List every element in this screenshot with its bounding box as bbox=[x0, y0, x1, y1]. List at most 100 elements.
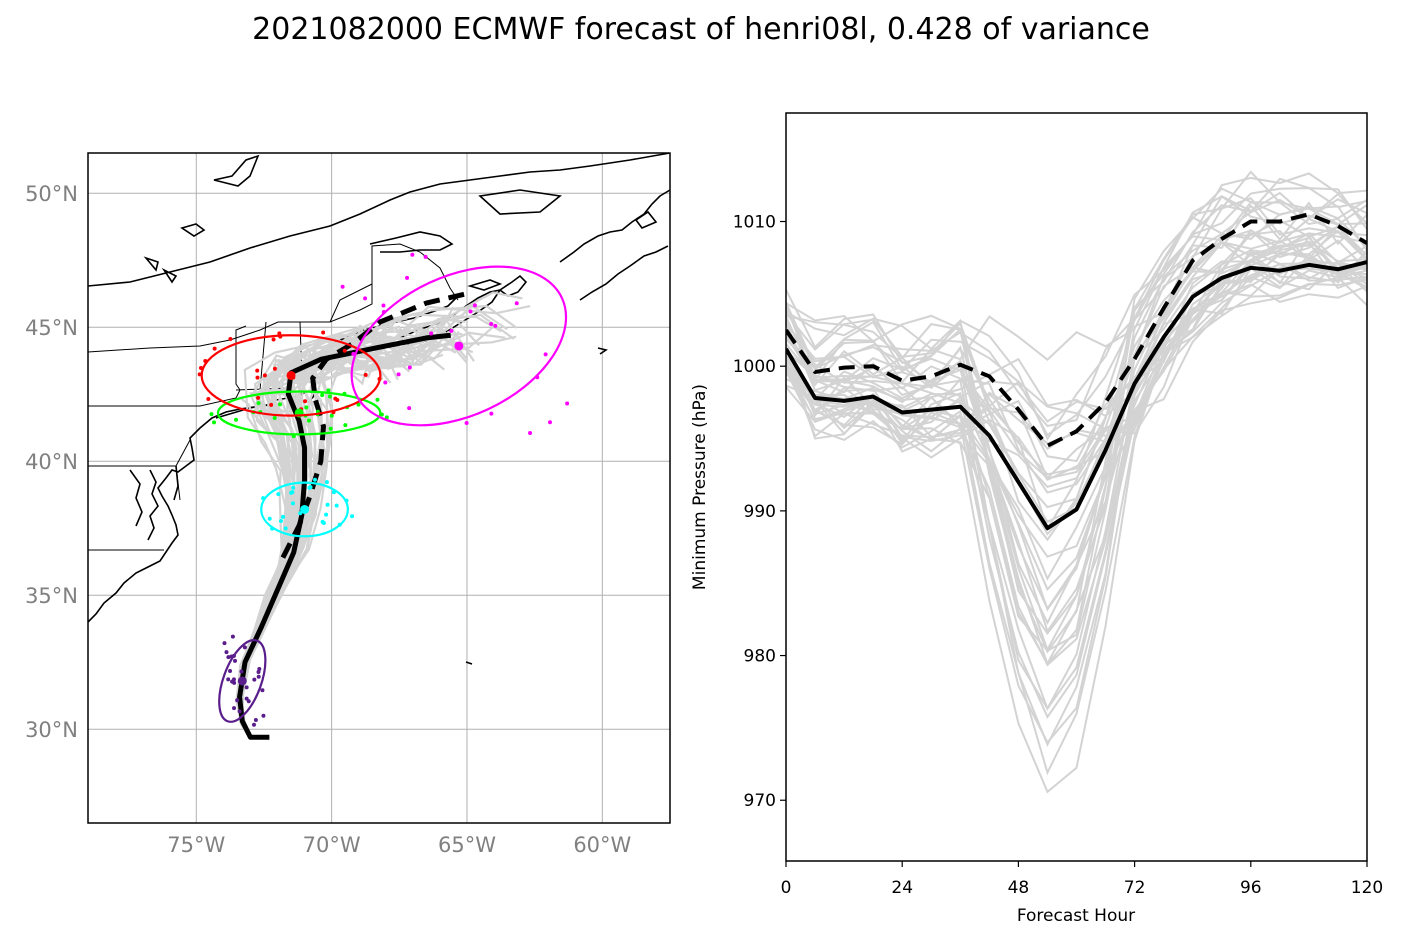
pressure-ensemble-line bbox=[786, 250, 1367, 463]
pressure-ensemble-lines bbox=[786, 170, 1367, 794]
x-tick-label: 96 bbox=[1240, 878, 1262, 898]
map-ensemble-point bbox=[449, 328, 454, 333]
map-ensemble-point bbox=[326, 388, 331, 393]
map-ensemble-point bbox=[230, 634, 235, 639]
map-ensemble-point bbox=[321, 330, 326, 335]
map-ensemble-point bbox=[267, 516, 272, 521]
map-ensemble-point bbox=[224, 650, 229, 655]
map-ensemble-point bbox=[320, 393, 325, 398]
map-ensemble-point bbox=[269, 402, 274, 407]
figure-title: 2021082000 ECMWF forecast of henri08l, 0… bbox=[252, 12, 1150, 47]
map-ensemble-point bbox=[407, 365, 412, 370]
pressure-ensemble-line bbox=[786, 229, 1367, 653]
map-ensemble-point bbox=[493, 323, 498, 328]
map-tick-labels: 75°W 70°W 65°W 60°W 30°N 35°N 40°N 45°N 50°N bbox=[25, 182, 631, 857]
map-ensemble-point bbox=[489, 322, 494, 327]
map-panel: 75°W 70°W 65°W 60°W 30°N 35°N 40°N 45°N 50°N bbox=[25, 152, 671, 857]
map-ensemble-point bbox=[276, 492, 281, 497]
map-ensemble-point bbox=[405, 275, 410, 280]
pressure-ensemble-line bbox=[786, 201, 1367, 384]
map-ensemble-point bbox=[290, 490, 295, 495]
pressure-ensemble-line bbox=[786, 228, 1367, 653]
map-lat-tick-label: 35°N bbox=[25, 584, 78, 608]
map-ensemble-point bbox=[235, 698, 240, 703]
map-ensemble-point bbox=[383, 380, 388, 385]
map-ensemble-point bbox=[228, 337, 233, 342]
coastline-chesapeake bbox=[129, 465, 179, 541]
map-ensemble-point bbox=[290, 501, 295, 506]
map-ensemble-point bbox=[303, 399, 308, 404]
map-ensemble-point bbox=[312, 477, 317, 482]
pressure-ensemble-line bbox=[786, 253, 1367, 711]
map-ellipse-center bbox=[237, 676, 247, 686]
map-ensemble-point bbox=[209, 412, 214, 417]
map-uncertainty-ellipses bbox=[200, 265, 568, 723]
pressure-ensemble-line bbox=[786, 283, 1367, 489]
map-ensemble-point bbox=[222, 641, 227, 646]
map-ensemble-point bbox=[271, 337, 276, 342]
map-ensemble-point bbox=[514, 301, 519, 306]
pressure-series-dashed bbox=[786, 212, 1367, 448]
map-ensemble-point bbox=[324, 512, 329, 517]
map-ensemble-tracks bbox=[235, 291, 531, 740]
map-ensemble-point bbox=[324, 480, 329, 485]
map-ensemble-point bbox=[396, 372, 401, 377]
map-lon-tick-label: 65°W bbox=[438, 833, 496, 857]
map-ensemble-point bbox=[335, 397, 340, 402]
map-ensemble-point bbox=[234, 417, 239, 422]
y-tick-label: 980 bbox=[744, 647, 776, 667]
pressure-series-solid bbox=[786, 260, 1367, 531]
map-lat-tick-label: 30°N bbox=[25, 718, 78, 742]
map-frame bbox=[87, 152, 671, 824]
map-ensemble-point bbox=[233, 658, 238, 663]
coastline-gaspe bbox=[369, 231, 454, 253]
coastline-newfoundland bbox=[559, 189, 670, 301]
coastline-us-east bbox=[88, 297, 457, 623]
coastline-st-lawrence bbox=[88, 153, 670, 287]
pressure-ensemble-line bbox=[786, 230, 1367, 634]
y-tick-label: 1000 bbox=[733, 357, 776, 377]
map-lat-tick-label: 45°N bbox=[25, 316, 78, 340]
map-ensemble-point bbox=[334, 503, 339, 508]
map-ensemble-point bbox=[251, 722, 256, 727]
map-mean-tracks bbox=[237, 289, 473, 740]
map-ensemble-point bbox=[489, 411, 494, 416]
map-ensemble-point bbox=[252, 677, 257, 682]
map-ellipse-h48 bbox=[218, 639, 267, 723]
map-ensemble-point bbox=[410, 252, 415, 257]
map-ensemble-point bbox=[306, 418, 311, 423]
x-tick-label: 48 bbox=[1008, 878, 1030, 898]
map-ensemble-point bbox=[272, 366, 277, 371]
map-ensemble-point bbox=[212, 346, 217, 351]
map-ensemble-point bbox=[226, 677, 231, 682]
map-ensemble-point bbox=[384, 415, 389, 420]
map-mean-track-dashed bbox=[280, 289, 473, 559]
map-ellipse-center bbox=[286, 370, 296, 380]
pressure-frame bbox=[785, 112, 1368, 862]
coastlines bbox=[88, 153, 670, 665]
map-ensemble-point bbox=[350, 514, 355, 519]
map-ensemble-point bbox=[423, 254, 428, 259]
map-ensemble-point bbox=[237, 709, 242, 714]
map-ensemble-point bbox=[256, 674, 261, 679]
map-lon-tick-label: 75°W bbox=[167, 833, 225, 857]
map-ensemble-point bbox=[253, 718, 258, 723]
map-ensemble-point bbox=[565, 401, 570, 406]
map-ensemble-point bbox=[464, 421, 469, 426]
map-ellipse-h72 bbox=[260, 481, 349, 538]
map-ensemble-point bbox=[206, 397, 211, 402]
map-ensemble-point bbox=[291, 485, 296, 490]
map-ensemble-point bbox=[328, 426, 333, 431]
map-ensemble-points bbox=[197, 252, 570, 727]
map-ensemble-point bbox=[239, 669, 244, 674]
pressure-mean-lines bbox=[786, 212, 1367, 531]
map-ensemble-point bbox=[246, 699, 251, 704]
map-ensemble-point bbox=[278, 518, 283, 523]
map-ensemble-point bbox=[304, 405, 309, 410]
map-ensemble-point bbox=[262, 373, 267, 378]
map-ensemble-point bbox=[228, 668, 233, 673]
map-ensemble-track bbox=[235, 332, 404, 740]
map-ensemble-point bbox=[281, 514, 286, 519]
map-ellipse-center bbox=[454, 341, 464, 351]
